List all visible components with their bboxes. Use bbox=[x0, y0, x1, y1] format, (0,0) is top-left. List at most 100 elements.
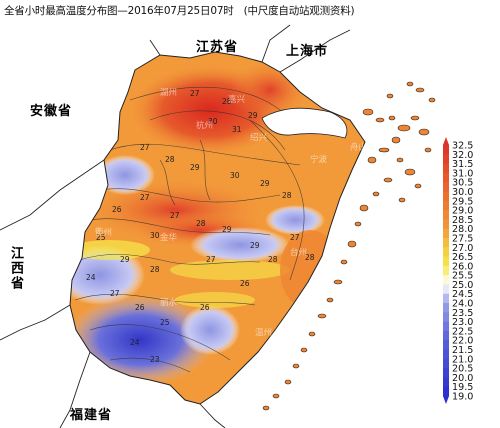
contour-value-label: 29 bbox=[260, 179, 270, 188]
contour-lines bbox=[74, 86, 305, 373]
legend-swatch bbox=[443, 172, 449, 183]
island bbox=[428, 97, 436, 103]
contour-value-label: 28 bbox=[222, 97, 232, 106]
contour-value-label: 28 bbox=[305, 253, 315, 262]
legend-swatch bbox=[443, 210, 449, 220]
province-label-jiangxi: 江西省 bbox=[8, 246, 23, 291]
island bbox=[292, 363, 300, 369]
island bbox=[398, 197, 406, 203]
legend-swatch bbox=[443, 191, 449, 202]
contour-value-label: 28 bbox=[268, 255, 278, 264]
contour-value-label: 25 bbox=[160, 318, 170, 327]
island bbox=[354, 221, 362, 227]
legend-tick-label: 31.0 bbox=[452, 168, 473, 179]
boundary-jiangsu-shanghai bbox=[261, 24, 291, 63]
contour-value-label: 26 bbox=[200, 303, 210, 312]
legend-tick-label: 21.5 bbox=[452, 345, 473, 356]
legend-swatch bbox=[443, 340, 449, 351]
island bbox=[414, 183, 422, 189]
legend-swatch bbox=[443, 368, 449, 378]
island bbox=[262, 405, 270, 411]
legend-swatch bbox=[443, 303, 449, 313]
hangzhou-bay bbox=[261, 107, 348, 139]
legend-tick-label: 27.5 bbox=[452, 233, 473, 244]
contour-value-label: 28 bbox=[165, 155, 175, 164]
island bbox=[367, 156, 377, 164]
island bbox=[347, 240, 357, 248]
contour-value-label: 30 bbox=[230, 171, 240, 180]
contour-value-label: 27 bbox=[206, 255, 216, 264]
contour-value-label: 28 bbox=[150, 265, 160, 274]
island bbox=[388, 115, 396, 121]
legend-swatch bbox=[443, 163, 449, 174]
city-label: 温州 bbox=[255, 327, 272, 338]
contour-value-label: 27 bbox=[170, 211, 180, 220]
map-subtitle: (中尺度自动站观测资料) bbox=[243, 5, 355, 17]
boundary-shanghai-coast bbox=[279, 29, 351, 73]
legend-swatch bbox=[443, 200, 449, 211]
contour-value-label: 27 bbox=[190, 89, 200, 98]
island bbox=[359, 204, 369, 212]
boundary-fujian-zhejiang bbox=[59, 351, 91, 428]
city-label: 舟山 bbox=[350, 142, 367, 153]
city-label: 绍兴 bbox=[250, 132, 268, 143]
contour-value-label: 26 bbox=[135, 303, 145, 312]
island bbox=[317, 313, 327, 319]
legend-tick-label: 31.5 bbox=[452, 159, 473, 170]
legend-swatch bbox=[443, 219, 449, 230]
legend: 32.532.031.531.030.530.029.529.028.528.0… bbox=[443, 137, 473, 404]
legend-tick-label: 26.0 bbox=[452, 261, 473, 272]
contour-value-label: 29 bbox=[248, 111, 258, 120]
legend-tick-label: 28.0 bbox=[452, 224, 473, 235]
province-label-anhui: 安徽省 bbox=[30, 104, 73, 119]
contour-value-label: 27 bbox=[290, 233, 300, 242]
legend-swatch bbox=[443, 256, 449, 267]
legend-swatch bbox=[443, 265, 449, 276]
legend-swatch bbox=[443, 247, 449, 258]
island bbox=[386, 93, 394, 99]
contour-value-label: 30 bbox=[208, 117, 218, 126]
contour-value-label: 29 bbox=[190, 163, 200, 172]
province-label-shanghai: 上海市 bbox=[286, 44, 329, 59]
legend-tick-label: 20.5 bbox=[452, 364, 473, 375]
cool-region-northwest bbox=[95, 155, 155, 195]
island bbox=[308, 331, 316, 337]
contour-value-labels: 27 28 29 30 31 27 28 29 30 29 28 27 26 25 24 27 28 29 30 29… bbox=[86, 89, 315, 364]
boundary-fujian-coast bbox=[199, 403, 226, 428]
island bbox=[410, 115, 420, 121]
legend-tick-label: 20.0 bbox=[452, 373, 473, 384]
island bbox=[424, 147, 432, 153]
contour-value-label: 26 bbox=[112, 205, 122, 214]
island bbox=[326, 297, 334, 303]
legend-swatch bbox=[443, 275, 449, 285]
contour-value-label: 28 bbox=[282, 191, 292, 200]
legend-tick-label: 19.5 bbox=[452, 382, 473, 393]
yellow-band-center bbox=[170, 260, 290, 280]
city-label: 台州 bbox=[290, 247, 307, 258]
island bbox=[383, 177, 393, 183]
legend-swatch bbox=[443, 349, 449, 360]
legend-swatch bbox=[443, 330, 449, 341]
island bbox=[284, 379, 292, 385]
legend-swatch bbox=[443, 321, 449, 332]
cool-region-east bbox=[265, 205, 325, 235]
legend-tick-label: 22.5 bbox=[452, 326, 473, 337]
contour-value-label: 30 bbox=[150, 231, 160, 240]
boundary-anhui-jiangxi bbox=[0, 159, 105, 231]
island bbox=[372, 191, 380, 197]
city-label: 湖州 bbox=[160, 88, 177, 98]
contour-value-label: 23 bbox=[150, 355, 160, 364]
legend-swatch bbox=[443, 312, 449, 323]
province-label-fujian: 福建省 bbox=[70, 408, 113, 423]
legend-swatch bbox=[443, 284, 449, 295]
city-label: 嘉兴 bbox=[228, 94, 246, 105]
contour-value-label: 29 bbox=[120, 255, 130, 264]
legend-tick-label: 24.0 bbox=[452, 299, 473, 310]
legend-tick-label: 30.5 bbox=[452, 178, 473, 189]
island bbox=[362, 108, 374, 116]
legend-tick-label: 19.0 bbox=[452, 392, 473, 403]
island bbox=[404, 168, 416, 176]
legend-tick-label: 27.0 bbox=[452, 243, 473, 254]
contour-value-label: 29 bbox=[222, 225, 232, 234]
legend-swatch bbox=[443, 182, 449, 192]
